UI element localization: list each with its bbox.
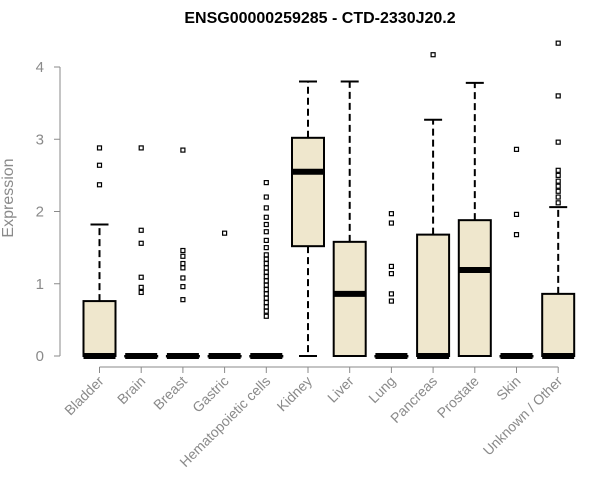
outlier-point (513, 211, 520, 217)
outlier-point (555, 40, 561, 46)
x-tick-label: Skin (493, 373, 524, 404)
outlier-point (263, 273, 269, 280)
outlier-point (555, 178, 561, 184)
box-body (82, 300, 117, 357)
outlier-point (138, 145, 144, 151)
x-tick-label: Brain (114, 373, 148, 407)
outlier-point (96, 162, 103, 168)
outlier-point (180, 147, 186, 153)
outlier-point (513, 146, 520, 152)
outlier-point (180, 253, 186, 259)
outlier-point (263, 245, 269, 251)
box-skin (499, 146, 534, 359)
outlier-point (555, 188, 561, 194)
outlier-point (555, 139, 561, 145)
box-pancreas (416, 52, 451, 359)
y-tick-label: 4 (36, 59, 44, 76)
outlier-point (180, 265, 186, 271)
outlier-point (180, 275, 186, 281)
box-body (416, 233, 451, 357)
box-unknown-other (541, 40, 576, 359)
box-breast (165, 147, 200, 359)
outlier-point (180, 297, 186, 303)
outlier-point (388, 271, 394, 277)
outlier-point (263, 221, 269, 228)
x-tick-label: Breast (150, 373, 190, 413)
outlier-point (263, 299, 269, 306)
y-axis-label: Expression (0, 158, 17, 237)
outlier-point (263, 295, 269, 301)
box-kidney (291, 80, 325, 357)
y-axis: 0 1 2 3 4 (36, 59, 61, 365)
outlier-point (180, 260, 186, 267)
box-group (82, 40, 576, 359)
outlier-point (263, 205, 269, 211)
outlier-point (263, 286, 269, 293)
box-body (291, 136, 325, 248)
outlier-point (263, 308, 269, 314)
outlier-point (263, 278, 269, 284)
outlier-point (263, 304, 269, 310)
outlier-point (263, 214, 269, 220)
outlier-point (555, 194, 561, 200)
outlier-point (96, 182, 103, 188)
outlier-point (555, 172, 561, 178)
x-tick-label: Unknown / Other (480, 373, 566, 459)
outlier-point (555, 200, 561, 206)
outlier-point (555, 183, 561, 189)
box-lung (374, 211, 409, 359)
outlier-point (222, 230, 228, 236)
outlier-point (263, 265, 269, 271)
outlier-point (263, 237, 269, 243)
box-gastric (207, 230, 242, 359)
outlier-point (513, 232, 520, 238)
outlier-point (263, 282, 269, 288)
outlier-point (388, 298, 394, 304)
outlier-point (263, 252, 269, 258)
y-tick-label: 3 (36, 131, 44, 148)
outlier-point (263, 269, 269, 275)
box-hematopoietic-cells (249, 180, 284, 359)
outlier-point (263, 260, 269, 267)
outlier-point (388, 291, 394, 297)
outlier-point (180, 247, 186, 254)
outlier-point (388, 263, 394, 270)
outlier-point (555, 93, 561, 99)
box-liver (332, 80, 367, 357)
outlier-point (263, 256, 269, 262)
outlier-point (180, 284, 186, 290)
outlier-point (138, 274, 144, 280)
outlier-point (263, 313, 269, 319)
x-tick-label: Liver (324, 373, 357, 406)
y-tick-label: 2 (36, 204, 44, 221)
outlier-point (263, 194, 269, 200)
outlier-point (430, 52, 436, 58)
outlier-point (555, 167, 561, 173)
outlier-point (263, 229, 269, 235)
outlier-point (138, 289, 144, 296)
y-tick-label: 0 (36, 348, 44, 365)
outlier-point (263, 291, 269, 297)
box-bladder (82, 145, 117, 359)
outlier-point (138, 227, 144, 233)
x-tick-label: Lung (365, 373, 398, 406)
box-body (332, 240, 367, 357)
chart-title: ENSG00000259285 - CTD-2330J20.2 (184, 10, 455, 27)
box-brain (124, 145, 159, 359)
box-body (541, 292, 576, 357)
outlier-point (388, 220, 394, 226)
x-tick-label: Prostate (434, 373, 482, 421)
outlier-point (138, 240, 144, 246)
outlier-point (388, 211, 394, 217)
outlier-point (263, 180, 269, 186)
y-tick-label: 1 (36, 276, 44, 293)
x-tick-label: Kidney (274, 373, 316, 415)
outlier-point (96, 145, 103, 151)
x-tick-label: Bladder (61, 373, 107, 419)
outlier-point (138, 284, 144, 290)
box-prostate (457, 81, 492, 357)
box-body (457, 219, 492, 357)
